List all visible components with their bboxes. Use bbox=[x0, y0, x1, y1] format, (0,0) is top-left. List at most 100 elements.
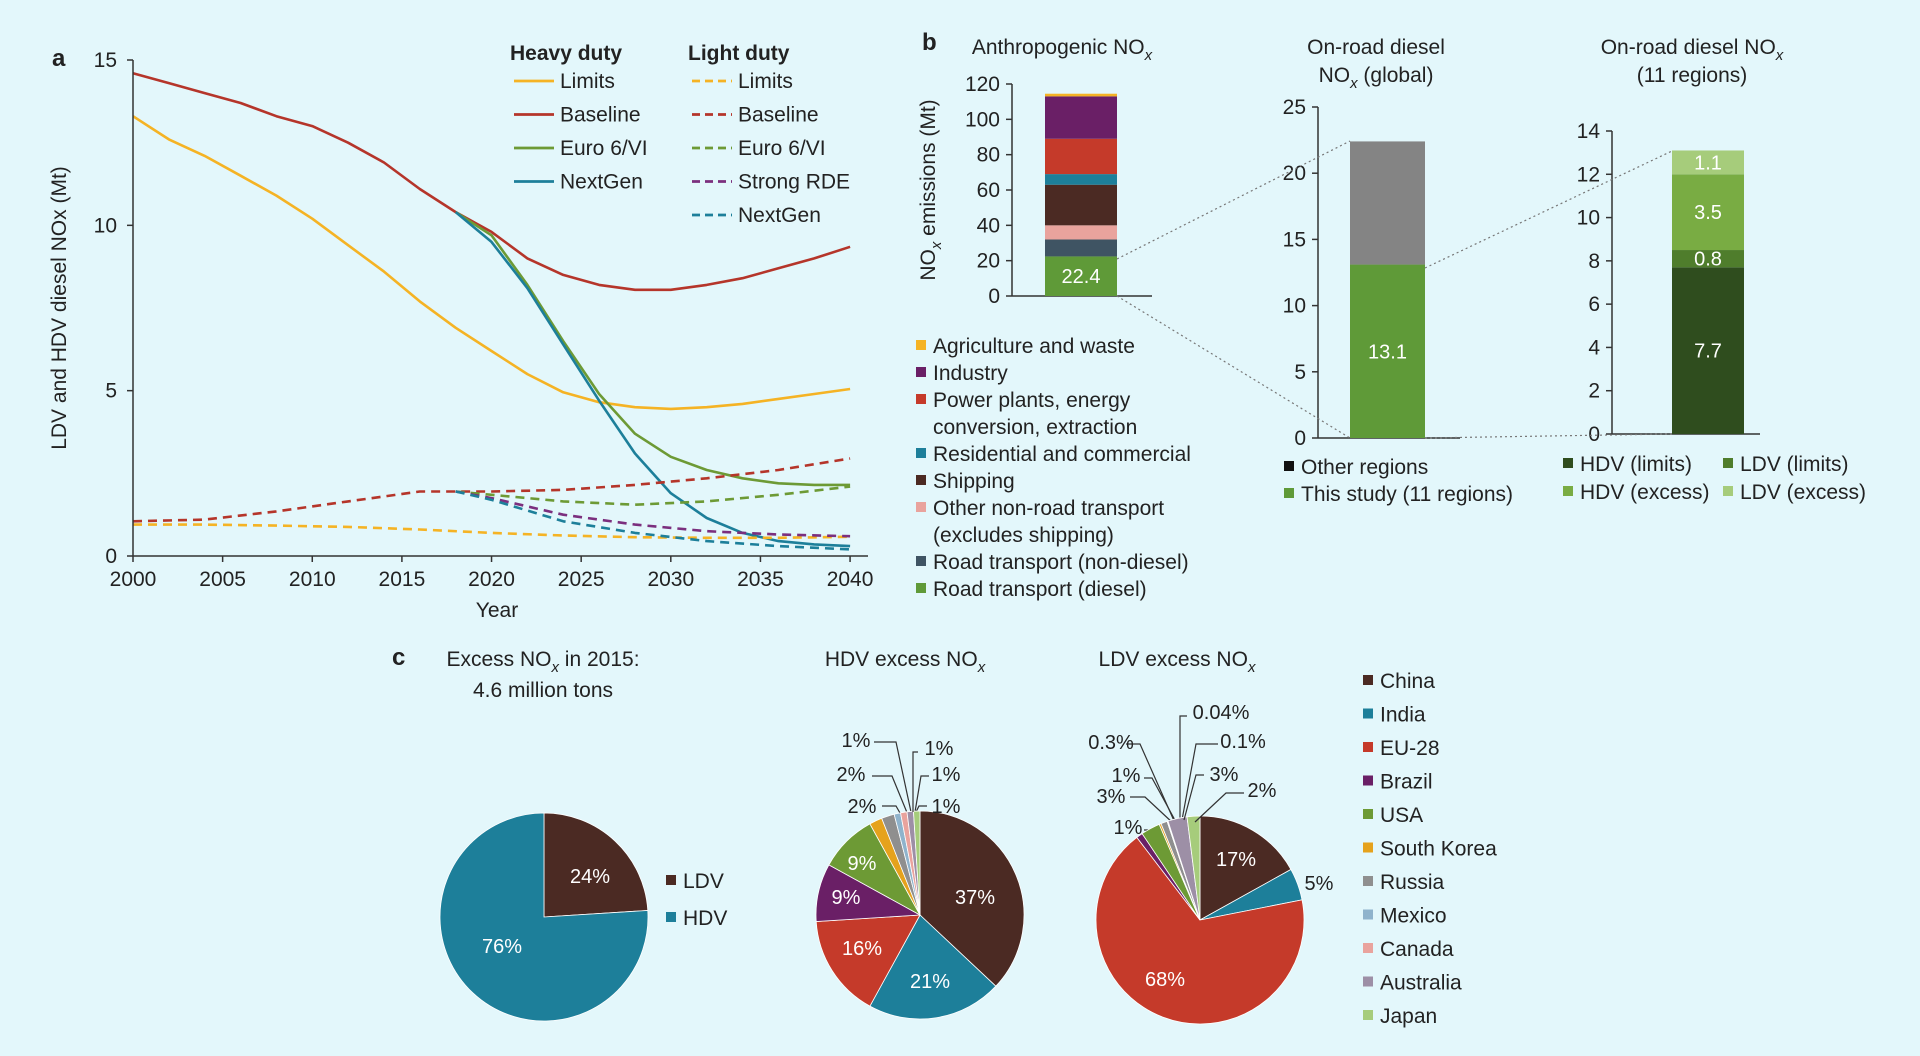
legend-label-canada: Canada bbox=[1380, 938, 1454, 961]
y-tick-label: 0 bbox=[988, 285, 1000, 308]
x-tick-label: 2000 bbox=[110, 568, 157, 591]
connector-b1-b2-bottom bbox=[1116, 295, 1351, 439]
legend-label-power-plants-energy-conversion-extraction: Power plants, energy bbox=[933, 389, 1131, 412]
legend-swatch-this-study-11-regions bbox=[1284, 488, 1294, 498]
legend-label-hdv-limits: HDV (limits) bbox=[1580, 453, 1692, 476]
pie-leader-mexico bbox=[1179, 715, 1187, 820]
legend-label-light-duty-strong-rde: Strong RDE bbox=[738, 171, 850, 194]
pie-leader-canada bbox=[915, 805, 927, 813]
series-line-heavy-duty-nextgen bbox=[454, 211, 851, 548]
pie-slice-china bbox=[919, 810, 1025, 987]
legend-label-this-study-11-regions: This study (11 regions) bbox=[1301, 483, 1513, 506]
pie-label-usa: 3% bbox=[1097, 786, 1126, 808]
x-tick-label: 2030 bbox=[647, 568, 694, 591]
legend-label-eu-28: EU-28 bbox=[1380, 737, 1440, 760]
bar-segment-hdv-limits bbox=[1672, 267, 1744, 434]
y-tick-label: 20 bbox=[977, 250, 1000, 273]
legend-label-usa: USA bbox=[1380, 804, 1423, 827]
legend-label-road-transport-diesel: Road transport (diesel) bbox=[933, 578, 1147, 601]
legend-swatch-industry bbox=[916, 367, 926, 377]
pie-label-russia: 2% bbox=[837, 764, 866, 786]
pie-leader-mexico bbox=[874, 741, 912, 813]
legend-swatch-eu-28 bbox=[1363, 742, 1373, 752]
legend-label-light-duty-baseline: Baseline bbox=[738, 104, 819, 127]
legend-label-power-plants-energy-conversion-extraction-line2: conversion, extraction bbox=[933, 416, 1137, 439]
legend-label-other-non-road-transport-excludes-shipping-line2: (excludes shipping) bbox=[933, 524, 1114, 547]
pie-slice-india bbox=[869, 914, 997, 1020]
x-tick-label: 2040 bbox=[827, 568, 874, 591]
pie-slice-eu-28 bbox=[815, 914, 921, 1007]
y-tick-label: 10 bbox=[94, 214, 117, 237]
panel-letter-a: a bbox=[52, 45, 66, 72]
pie-leader-usa bbox=[1130, 796, 1175, 825]
legend-label-heavy-duty-euro-6-vi: Euro 6/VI bbox=[560, 137, 648, 160]
panel-a-x-ticks: 2000 2005 2010 2015 2020 2025 2030 2035 2040 bbox=[110, 556, 874, 591]
pie-label-china: 17% bbox=[1216, 849, 1256, 871]
pie-label-usa: 9% bbox=[848, 853, 877, 875]
legend-swatch-australia bbox=[1363, 976, 1373, 987]
panel-c3-title: LDV excess NOx bbox=[1099, 648, 1256, 676]
legend-swatch-south-korea bbox=[1363, 842, 1373, 853]
series-line-heavy-duty-limits bbox=[132, 115, 851, 411]
pie-slice-eu-28 bbox=[1095, 836, 1305, 1025]
legend-label-agriculture-and-waste: Agriculture and waste bbox=[933, 335, 1135, 358]
pie-leader-japan bbox=[1194, 792, 1244, 823]
legend-label-ldv: LDV bbox=[683, 870, 724, 893]
y-tick-label: 120 bbox=[965, 73, 1000, 96]
bar-segment-road-transport-diesel bbox=[1045, 256, 1117, 296]
legend-label-heavy-duty-limits: Limits bbox=[560, 70, 615, 93]
pie-label-china: 37% bbox=[955, 887, 995, 909]
legend-label-brazil: Brazil bbox=[1380, 771, 1433, 794]
pie-leader-russia bbox=[872, 775, 909, 816]
legend-label-hdv: HDV bbox=[683, 907, 727, 930]
legend-swatch-hdv-limits bbox=[1563, 458, 1573, 468]
legend-label-russia: Russia bbox=[1380, 871, 1445, 894]
y-tick-label: 10 bbox=[1283, 295, 1306, 318]
bar-segment-other-regions bbox=[1350, 141, 1425, 265]
pie-leader-australia bbox=[1183, 774, 1204, 821]
panel-b2-legend: Other regions This study (11 regions) bbox=[1284, 456, 1513, 506]
x-tick-label: 2020 bbox=[468, 568, 515, 591]
legend-swatch-hdv bbox=[666, 912, 676, 922]
bar-segment-agriculture-and-waste bbox=[1045, 93, 1117, 97]
y-tick-label: 5 bbox=[105, 380, 117, 403]
panel-a-y-ticks: 0 5 10 15 bbox=[94, 49, 133, 568]
legend-swatch-agriculture-and-waste bbox=[916, 340, 926, 350]
legend-label-light-duty-nextgen: NextGen bbox=[738, 204, 821, 227]
panel-letter-b: b bbox=[922, 29, 937, 56]
legend-swatch-ldv bbox=[666, 875, 676, 885]
legend-swatch-residential-and-commercial bbox=[916, 448, 926, 458]
y-tick-label: 20 bbox=[1283, 162, 1306, 185]
panel-b3-title-line1: On-road diesel NOx bbox=[1601, 36, 1784, 64]
y-tick-label: 40 bbox=[977, 214, 1000, 237]
panel-c2-title: HDV excess NOx bbox=[825, 648, 986, 676]
series-line-heavy-duty-euro-6-vi bbox=[454, 211, 851, 487]
pie-label-eu-28: 16% bbox=[842, 938, 882, 960]
legend-swatch-other-regions bbox=[1284, 461, 1294, 471]
bar-segment-shipping bbox=[1045, 184, 1117, 226]
legend-swatch-india bbox=[1363, 708, 1373, 719]
panel-letter-c: c bbox=[392, 644, 405, 671]
pie-label-india: 5% bbox=[1305, 873, 1334, 895]
pie-label-australia: 3% bbox=[1210, 764, 1239, 786]
legend-label-light-duty-limits: Limits bbox=[738, 70, 793, 93]
y-tick-label: 2 bbox=[1588, 380, 1600, 403]
connector-b2-b3-top bbox=[1424, 150, 1673, 269]
series-line-light-duty-nextgen bbox=[455, 490, 851, 551]
legend-label-industry: Industry bbox=[933, 362, 1008, 385]
y-tick-label: 0 bbox=[105, 545, 117, 568]
panel-c1-pie: 24% 76% bbox=[439, 812, 649, 1022]
panel-c2-pie: 37% 21% 16% 9% 9% 2% 2% 1% 1% 1% 1% bbox=[815, 730, 1025, 1020]
legend-label-heavy-duty-baseline: Baseline bbox=[560, 104, 641, 127]
panel-b1-bar: 0 20 40 60 80 100 120 22.4 bbox=[965, 73, 1152, 308]
x-tick-label: 2015 bbox=[379, 568, 426, 591]
x-tick-label: 2010 bbox=[289, 568, 336, 591]
y-tick-label: 100 bbox=[965, 108, 1000, 131]
y-tick-label: 80 bbox=[977, 144, 1000, 167]
pie-slice-hdv bbox=[439, 812, 649, 1022]
legend-header-heavy-duty: Heavy duty bbox=[510, 42, 622, 65]
y-tick-label: 0 bbox=[1588, 423, 1600, 446]
bar-segment-ldv-excess bbox=[1672, 150, 1744, 175]
y-tick-label: 12 bbox=[1577, 163, 1600, 186]
